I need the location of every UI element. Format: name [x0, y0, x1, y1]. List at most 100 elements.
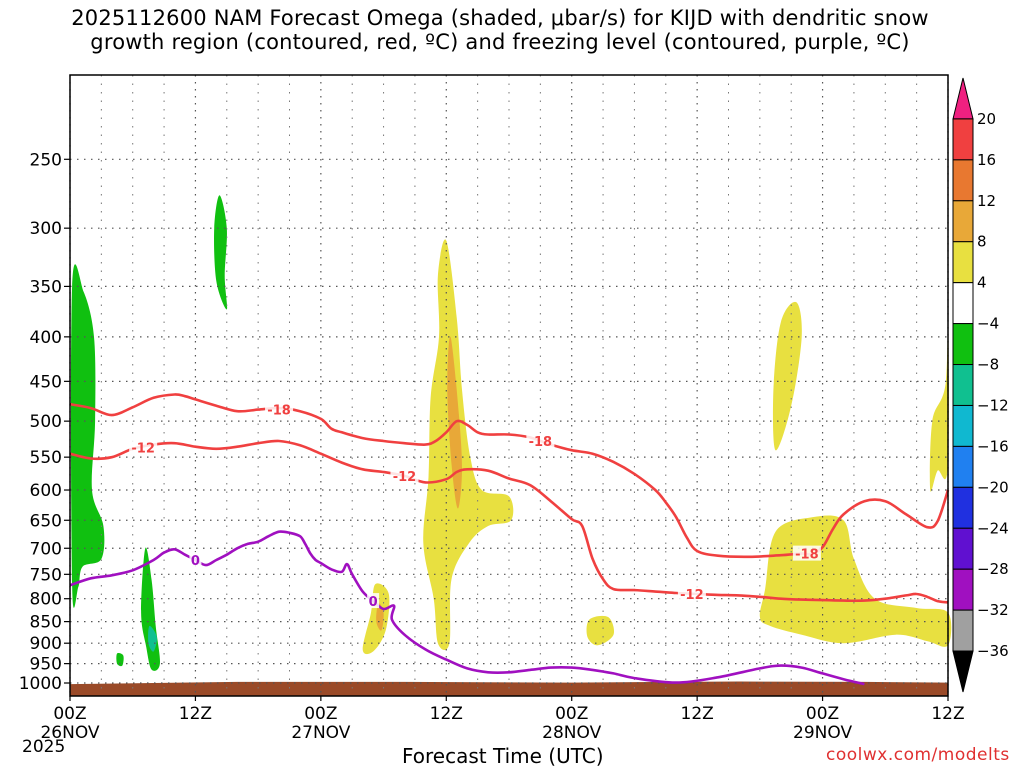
colorbar-swatch-7 — [952, 364, 974, 406]
colorbar-label-13: −36 — [977, 642, 1009, 660]
y-tick-label-400: 400 — [30, 328, 62, 348]
omega-region-7 — [362, 583, 390, 655]
contour-label-bg-7 — [677, 585, 706, 601]
plot-frame — [69, 74, 949, 697]
chart-title-line1: 2025112600 NAM Forecast Omega (shaded, μ… — [71, 6, 929, 30]
contour-2 — [69, 439, 949, 604]
colorbar-swatch-9 — [952, 445, 974, 488]
colorbar-label-4: 4 — [977, 274, 987, 292]
colorbar-swatch-4 — [952, 241, 974, 284]
chart-title: 2025112600 NAM Forecast Omega (shaded, μ… — [0, 6, 1000, 54]
contour-label-1: -18 — [267, 404, 291, 419]
omega-region-6 — [423, 239, 514, 651]
chart-title-line2: growth region (contoured, red, ºC) and f… — [90, 30, 910, 54]
colorbar-label-7: −12 — [977, 396, 1009, 414]
y-tick-label-650: 650 — [30, 511, 62, 531]
omega-region-11 — [772, 301, 802, 451]
y-tick-label-750: 750 — [30, 565, 62, 585]
surface-ground — [70, 681, 948, 696]
x-tick-date-72: 29NOV — [793, 723, 852, 743]
colorbar-swatch-11 — [952, 527, 974, 570]
colorbar-swatch-6 — [952, 323, 974, 366]
x-tick-label-12: 12Z — [179, 704, 212, 724]
colorbar-label-8: −16 — [977, 437, 1009, 455]
y-tick-label-300: 300 — [30, 219, 62, 239]
y-tick-label-950: 950 — [30, 655, 62, 675]
axes-layer: 2503003504004505005506006507007508008509… — [19, 74, 965, 743]
colorbar-label-2: 12 — [977, 192, 996, 210]
colorbar-label-11: −28 — [977, 560, 1009, 578]
contour-label-bg-1 — [265, 401, 294, 417]
contour-label-bg-3 — [189, 551, 202, 567]
omega-region-1 — [70, 264, 105, 608]
contour-label-bg-4 — [367, 593, 380, 609]
contour-label-6: -18 — [529, 435, 553, 450]
colorbar-swatch-13 — [952, 609, 974, 652]
colorbar-label-12: −32 — [977, 601, 1009, 619]
colorbar-swatch-0 — [952, 77, 974, 120]
grid-layer — [69, 75, 949, 696]
contour-label-layer: -18 -12 0 0 -12 -18 -12 -18 — [129, 401, 821, 610]
x-tick-date-0: 26NOV — [40, 723, 99, 743]
y-tick-label-900: 900 — [30, 634, 62, 654]
contour-label-5: -12 — [393, 470, 417, 485]
x-tick-label-36: 12Z — [430, 704, 463, 724]
colorbar-label-6: −8 — [977, 356, 999, 374]
y-tick-label-700: 700 — [30, 539, 62, 559]
contour-label-bg-6 — [526, 433, 555, 449]
contour-label-8: -18 — [795, 548, 819, 563]
y-tick-label-250: 250 — [30, 150, 62, 170]
colorbar-swatch-2 — [952, 159, 974, 202]
colorbar-swatch-3 — [952, 200, 974, 243]
x-axis-year-label: 2025 — [22, 737, 66, 757]
surface-layer — [70, 681, 948, 696]
contour-label-7: -12 — [680, 588, 704, 603]
x-axis-label: Forecast Time (UTC) — [402, 744, 604, 768]
colorbar-label-0: 20 — [977, 110, 996, 128]
x-tick-label-24: 00Z — [304, 704, 337, 724]
contour-label-bg-5 — [390, 467, 419, 483]
colorbar-label-3: 8 — [977, 233, 987, 251]
colorbar-label-9: −20 — [977, 478, 1009, 496]
contour-label-3: 0 — [191, 554, 200, 569]
colorbar-swatch-1 — [952, 118, 974, 161]
x-tick-label-48: 00Z — [555, 704, 588, 724]
colorbar-swatch-5 — [952, 282, 974, 325]
omega-region-4 — [148, 625, 157, 652]
contour-3 — [69, 530, 865, 686]
omega-region-10 — [586, 615, 615, 646]
colorbar-label-1: 16 — [977, 151, 996, 169]
y-tick-label-1000: 1000 — [19, 674, 62, 694]
x-tick-label-84: 12Z — [931, 704, 964, 724]
colorbar-swatch-10 — [952, 486, 974, 529]
y-tick-label-850: 850 — [30, 613, 62, 633]
omega-region-12 — [759, 515, 952, 647]
colorbar-swatch-12 — [952, 568, 974, 611]
colorbar: 20 16 12 8 4 −4 −8 −12 −16 −20 −24 −28 −32 −36 — [952, 77, 1009, 693]
colorbar-swatch-14 — [952, 650, 974, 693]
x-tick-date-48: 28NOV — [542, 723, 601, 743]
contour-label-2: -12 — [131, 441, 155, 456]
x-tick-label-72: 00Z — [806, 704, 839, 724]
x-tick-label-0: 00Z — [53, 704, 86, 724]
source-credit[interactable]: coolwx.com/modelts — [826, 745, 1010, 765]
omega-region-5 — [116, 653, 124, 667]
contour-label-4: 0 — [369, 595, 378, 610]
y-tick-label-350: 350 — [30, 277, 62, 297]
omega-region-2 — [214, 195, 228, 310]
y-tick-label-450: 450 — [30, 372, 62, 392]
omega-region-13 — [929, 274, 949, 492]
x-tick-label-60: 12Z — [681, 704, 714, 724]
omega-region-9 — [376, 603, 384, 631]
x-tick-date-24: 27NOV — [291, 723, 350, 743]
y-tick-label-500: 500 — [30, 412, 62, 432]
y-tick-label-550: 550 — [30, 448, 62, 468]
contour-label-bg-2 — [129, 439, 158, 455]
contour-label-bg-8 — [792, 545, 821, 561]
y-tick-label-800: 800 — [30, 590, 62, 610]
colorbar-label-5: −4 — [977, 315, 999, 333]
colorbar-swatch-8 — [952, 404, 974, 447]
y-tick-label-600: 600 — [30, 481, 62, 501]
colorbar-label-10: −24 — [977, 519, 1009, 537]
